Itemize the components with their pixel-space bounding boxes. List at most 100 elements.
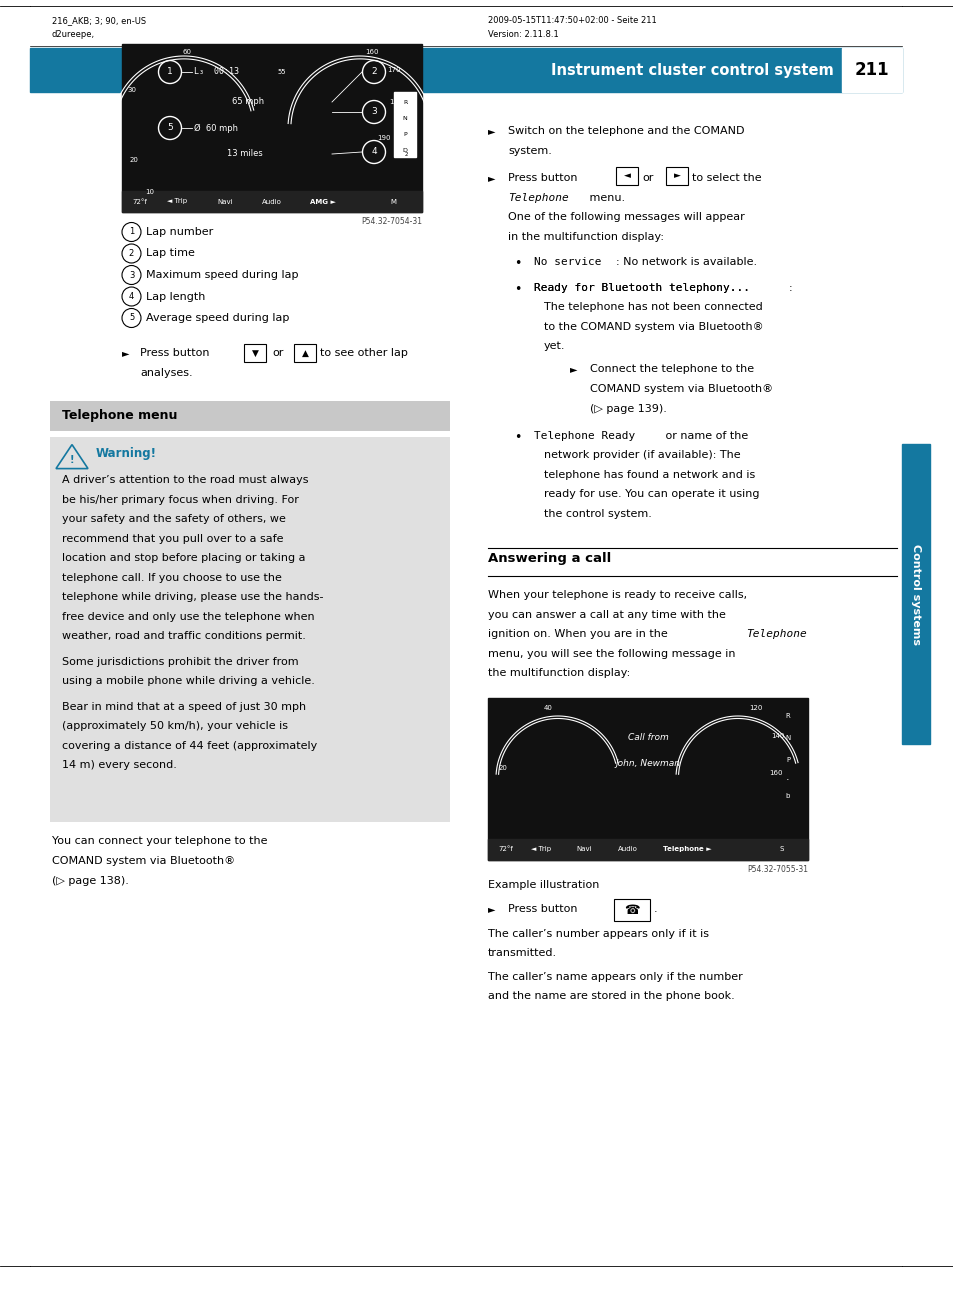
Text: transmitted.: transmitted. xyxy=(488,949,557,959)
Text: L₃  00:13: L₃ 00:13 xyxy=(193,67,239,76)
Text: Answering a call: Answering a call xyxy=(488,553,611,565)
Text: recommend that you pull over to a safe: recommend that you pull over to a safe xyxy=(62,533,283,543)
Text: Average speed during lap: Average speed during lap xyxy=(146,313,289,324)
Text: 140: 140 xyxy=(771,732,784,739)
Text: location and stop before placing or taking a: location and stop before placing or taki… xyxy=(62,553,305,563)
Text: 10: 10 xyxy=(146,189,154,195)
Text: Ø  60 mph: Ø 60 mph xyxy=(193,123,237,132)
Text: Control systems: Control systems xyxy=(910,543,920,644)
Text: One of the following messages will appear: One of the following messages will appea… xyxy=(507,212,744,223)
Text: 190: 190 xyxy=(376,135,391,141)
Text: Telephone: Telephone xyxy=(745,629,806,639)
Text: Telephone menu: Telephone menu xyxy=(62,409,177,423)
Text: Ready for Bluetooth telephony...: Ready for Bluetooth telephony... xyxy=(534,282,749,292)
Text: ◄: ◄ xyxy=(623,172,630,180)
Text: to select the: to select the xyxy=(691,173,760,182)
Text: Press button: Press button xyxy=(140,348,210,358)
Text: Press button: Press button xyxy=(507,905,577,915)
Text: 20: 20 xyxy=(130,157,138,163)
Text: N: N xyxy=(784,735,790,741)
Bar xyxy=(488,697,807,861)
Text: Audio: Audio xyxy=(618,846,638,853)
Text: 20: 20 xyxy=(498,765,507,771)
Text: menu.: menu. xyxy=(585,193,624,202)
Text: The caller’s number appears only if it is: The caller’s number appears only if it i… xyxy=(488,929,708,939)
Text: Maximum speed during lap: Maximum speed during lap xyxy=(146,270,298,280)
Bar xyxy=(665,167,687,185)
Text: Lap time: Lap time xyxy=(146,248,194,259)
Text: 4: 4 xyxy=(129,292,134,302)
Text: yet.: yet. xyxy=(543,342,565,351)
Text: 55: 55 xyxy=(276,69,285,75)
Text: 120: 120 xyxy=(748,705,761,710)
Text: ready for use. You can operate it using: ready for use. You can operate it using xyxy=(543,489,759,499)
Bar xyxy=(122,44,421,212)
Bar xyxy=(244,344,266,362)
Text: 216_AKB; 3; 90, en-US: 216_AKB; 3; 90, en-US xyxy=(52,16,146,25)
Text: P: P xyxy=(403,132,406,136)
Text: and the name are stored in the phone book.: and the name are stored in the phone boo… xyxy=(488,991,734,1002)
Text: covering a distance of 44 feet (approximately: covering a distance of 44 feet (approxim… xyxy=(62,740,317,751)
Text: Lap length: Lap length xyxy=(146,291,205,302)
Text: 160: 160 xyxy=(365,49,378,56)
Text: 65 mph: 65 mph xyxy=(232,97,264,106)
Text: ▲: ▲ xyxy=(301,349,308,358)
Text: R: R xyxy=(402,100,407,105)
Text: to the COMAND system via Bluetooth®: to the COMAND system via Bluetooth® xyxy=(543,321,762,331)
Text: the multifunction display:: the multifunction display: xyxy=(488,669,630,678)
Text: Navi: Navi xyxy=(576,846,591,853)
Text: menu, you will see the following message in: menu, you will see the following message… xyxy=(488,650,735,659)
Text: (▷ page 138).: (▷ page 138). xyxy=(52,876,129,885)
Text: network provider (if available): The: network provider (if available): The xyxy=(543,450,740,461)
Bar xyxy=(614,899,649,921)
Text: or: or xyxy=(641,173,653,182)
Text: COMAND system via Bluetooth®: COMAND system via Bluetooth® xyxy=(589,384,772,393)
Text: 72°f: 72°f xyxy=(497,846,513,853)
Text: ►: ► xyxy=(122,348,130,358)
Text: ►: ► xyxy=(488,905,495,915)
Text: or: or xyxy=(272,348,283,358)
Text: Ready for Bluetooth telephony...: Ready for Bluetooth telephony... xyxy=(534,282,749,292)
Text: R: R xyxy=(785,713,789,719)
Text: 160: 160 xyxy=(768,770,781,776)
Bar xyxy=(50,437,450,822)
Text: ◄ Trip: ◄ Trip xyxy=(531,846,551,853)
Text: Example illustration: Example illustration xyxy=(488,880,598,890)
Text: 1: 1 xyxy=(167,67,172,76)
Text: Version: 2.11.8.1: Version: 2.11.8.1 xyxy=(488,30,558,39)
Text: Bear in mind that at a speed of just 30 mph: Bear in mind that at a speed of just 30 … xyxy=(62,701,306,712)
Bar xyxy=(488,839,807,861)
Text: S: S xyxy=(780,846,783,853)
Text: 40: 40 xyxy=(543,705,552,710)
Text: You can connect your telephone to the: You can connect your telephone to the xyxy=(52,836,267,846)
Text: you can answer a call at any time with the: you can answer a call at any time with t… xyxy=(488,609,725,620)
Text: •: • xyxy=(514,431,521,444)
Text: ▼: ▼ xyxy=(252,349,258,358)
Text: 2: 2 xyxy=(371,67,376,76)
Text: :: : xyxy=(788,282,792,292)
Bar xyxy=(50,401,450,431)
Text: Connect the telephone to the: Connect the telephone to the xyxy=(589,365,753,374)
Text: weather, road and traffic conditions permit.: weather, road and traffic conditions per… xyxy=(62,631,306,641)
Text: in the multifunction display:: in the multifunction display: xyxy=(507,232,663,242)
Text: 2: 2 xyxy=(129,248,134,258)
Text: AMG ►: AMG ► xyxy=(310,198,335,204)
Text: 14 m) every second.: 14 m) every second. xyxy=(62,760,176,770)
Text: (approximately 50 km/h), your vehicle is: (approximately 50 km/h), your vehicle is xyxy=(62,721,288,731)
Text: 4: 4 xyxy=(371,148,376,157)
Text: Instrument cluster control system: Instrument cluster control system xyxy=(551,62,833,78)
Text: P54.32-7055-31: P54.32-7055-31 xyxy=(746,864,807,873)
Text: the control system.: the control system. xyxy=(543,509,651,519)
Text: D: D xyxy=(402,148,407,153)
Text: ►: ► xyxy=(488,173,495,182)
Text: Press button: Press button xyxy=(507,173,577,182)
Text: ignition on. When you are in the: ignition on. When you are in the xyxy=(488,629,667,639)
Text: •: • xyxy=(514,258,521,270)
Text: A driver’s attention to the road must always: A driver’s attention to the road must al… xyxy=(62,475,308,485)
Text: Call from: Call from xyxy=(627,734,668,743)
Text: : No network is available.: : No network is available. xyxy=(616,258,757,267)
Bar xyxy=(122,192,421,212)
Text: Telephone: Telephone xyxy=(507,193,568,202)
Text: your safety and the safety of others, we: your safety and the safety of others, we xyxy=(62,514,286,524)
Bar xyxy=(616,167,638,185)
